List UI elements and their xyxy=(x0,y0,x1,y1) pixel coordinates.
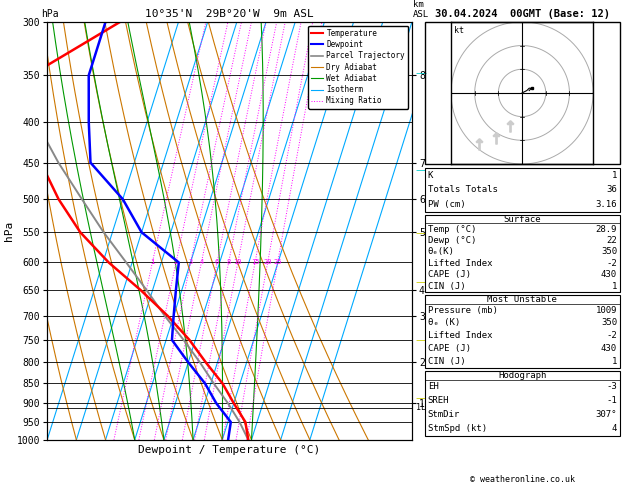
Text: 15: 15 xyxy=(251,260,259,265)
Text: EH: EH xyxy=(428,382,438,391)
Text: 350: 350 xyxy=(601,318,617,328)
Text: -1: -1 xyxy=(606,396,617,405)
Text: -2: -2 xyxy=(606,259,617,268)
Text: CIN (J): CIN (J) xyxy=(428,357,465,366)
Y-axis label: hPa: hPa xyxy=(4,221,14,241)
Text: 20: 20 xyxy=(264,260,272,265)
Text: hPa: hPa xyxy=(41,9,58,19)
Text: —: — xyxy=(415,394,426,403)
Text: —: — xyxy=(415,165,426,175)
Text: 430: 430 xyxy=(601,270,617,279)
Text: -2: -2 xyxy=(606,331,617,340)
Text: Surface: Surface xyxy=(503,214,541,224)
Text: 22: 22 xyxy=(606,236,617,245)
Text: Lifted Index: Lifted Index xyxy=(428,331,493,340)
Text: —: — xyxy=(415,68,426,78)
Text: —: — xyxy=(415,277,426,287)
Text: Pressure (mb): Pressure (mb) xyxy=(428,306,498,314)
Text: 1: 1 xyxy=(611,171,617,180)
Text: 1009: 1009 xyxy=(596,306,617,314)
Text: 1: 1 xyxy=(611,282,617,291)
Text: 3.16: 3.16 xyxy=(596,200,617,209)
Text: 36: 36 xyxy=(606,185,617,194)
Text: 430: 430 xyxy=(601,344,617,353)
Text: Temp (°C): Temp (°C) xyxy=(428,225,476,234)
Text: 1: 1 xyxy=(611,357,617,366)
Text: 10°35'N  29B°20'W  9m ASL: 10°35'N 29B°20'W 9m ASL xyxy=(145,9,314,19)
Text: © weatheronline.co.uk: © weatheronline.co.uk xyxy=(470,474,574,484)
Text: CAPE (J): CAPE (J) xyxy=(428,344,470,353)
Text: Mixing Ratio (g/kg): Mixing Ratio (g/kg) xyxy=(436,183,445,278)
Text: km
ASL: km ASL xyxy=(413,0,430,19)
Text: StmSpd (kt): StmSpd (kt) xyxy=(428,424,487,433)
Text: Most Unstable: Most Unstable xyxy=(487,295,557,304)
Text: 28.9: 28.9 xyxy=(596,225,617,234)
Text: Hodograph: Hodograph xyxy=(498,371,546,380)
Text: kt: kt xyxy=(454,26,464,35)
Text: 307°: 307° xyxy=(596,410,617,419)
Text: 6: 6 xyxy=(215,260,219,265)
Text: 4: 4 xyxy=(199,260,204,265)
Text: Dewp (°C): Dewp (°C) xyxy=(428,236,476,245)
Text: 10: 10 xyxy=(233,260,242,265)
Text: PW (cm): PW (cm) xyxy=(428,200,465,209)
Text: Lifted Index: Lifted Index xyxy=(428,259,493,268)
Text: —: — xyxy=(415,228,426,238)
Text: 8: 8 xyxy=(226,260,231,265)
Text: 30.04.2024  00GMT (Base: 12): 30.04.2024 00GMT (Base: 12) xyxy=(435,9,610,19)
Text: θₑ (K): θₑ (K) xyxy=(428,318,460,328)
Text: -3: -3 xyxy=(606,382,617,391)
Text: 25: 25 xyxy=(274,260,282,265)
Text: Totals Totals: Totals Totals xyxy=(428,185,498,194)
Text: SREH: SREH xyxy=(428,396,449,405)
Text: CIN (J): CIN (J) xyxy=(428,282,465,291)
Text: θₑ(K): θₑ(K) xyxy=(428,247,455,257)
Text: CAPE (J): CAPE (J) xyxy=(428,270,470,279)
Text: K: K xyxy=(428,171,433,180)
Text: StmDir: StmDir xyxy=(428,410,460,419)
Text: 2: 2 xyxy=(174,260,178,265)
Text: 350: 350 xyxy=(601,247,617,257)
X-axis label: Dewpoint / Temperature (°C): Dewpoint / Temperature (°C) xyxy=(138,445,321,455)
Text: 1LCL: 1LCL xyxy=(416,403,436,412)
Text: 3: 3 xyxy=(189,260,192,265)
Text: 1: 1 xyxy=(150,260,155,265)
Legend: Temperature, Dewpoint, Parcel Trajectory, Dry Adiabat, Wet Adiabat, Isotherm, Mi: Temperature, Dewpoint, Parcel Trajectory… xyxy=(308,26,408,108)
Text: —: — xyxy=(415,335,426,345)
Text: 4: 4 xyxy=(611,424,617,433)
